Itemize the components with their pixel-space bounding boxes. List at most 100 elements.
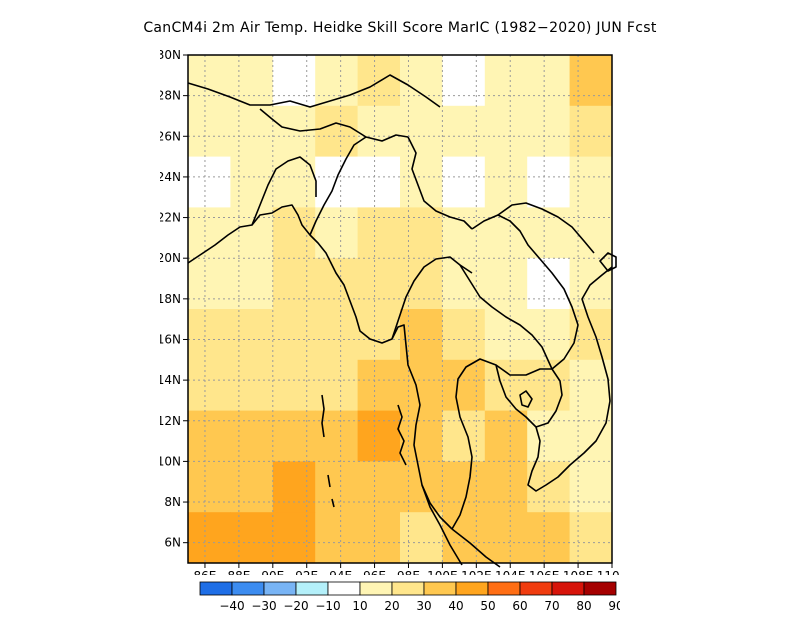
heatmap-cell [527,55,571,107]
coastline-gulf-of-thailand [451,266,613,530]
heatmap-cell [400,156,443,208]
heatmap-cell [527,258,571,310]
mergui-archipelago [397,404,407,466]
colorbar-label: 90 [608,599,620,613]
heatmap-cell [357,156,401,208]
heatmap-cell [315,512,359,564]
colorbar-swatch [455,581,489,596]
colorbar-label: −30 [251,599,276,613]
tonle-sap-lake [519,390,533,408]
border-india-myanmar [309,136,367,236]
border-himalaya [187,74,441,108]
coastline-myanmar [329,260,453,530]
lon-tick-label: 92E [295,569,318,575]
colorbar-label: 50 [480,599,495,613]
heatmap-cell [230,512,274,564]
heatmap-cell [188,258,231,310]
heatmap-cell [357,207,401,259]
heatmap-cell [357,410,401,462]
colorbar-label: −20 [283,599,308,613]
heatmap-cell [442,105,486,158]
heatmap-cell [400,461,443,513]
heatmap-cell [400,359,443,412]
heatmap-cell [569,461,613,513]
lat-tick-label: 22N [160,211,181,225]
heatmap-cell [272,461,316,513]
lat-tick-label: 16N [160,332,181,346]
heatmap-cell [442,258,486,310]
lon-tick-label: 86E [194,569,217,575]
border-bangladesh [251,156,317,226]
colorbar-swatch [519,581,553,596]
heatmap-cell [357,258,401,310]
heatmap-cell [527,359,571,412]
colorbar-label: −40 [219,599,244,613]
heatmap-cell [484,105,528,158]
colorbar-label: 30 [416,599,431,613]
heatmap-cell [315,105,359,158]
andaman-islands [321,394,325,438]
heatmap-cell [315,55,359,107]
heatmap-cell [484,258,528,310]
heatmap-cell [272,359,316,412]
heatmap-cell [400,410,443,462]
heatmap-cell [357,105,401,158]
heatmap-cell [527,105,571,158]
heatmap-cell [569,359,613,412]
heatmap-cell [442,410,486,462]
heatmap-cell [230,410,274,462]
heatmap-cell [400,258,443,310]
longitude-tick-labels: 86E 88E 90E 92E 94E 96E 98E 100E102E104E106E108… [194,563,620,575]
heatmap-cell [484,512,528,564]
colorbar-swatch [199,581,233,596]
lat-tick-label: 14N [160,373,181,387]
colorbar-swatch [391,581,425,596]
skill-score-map: 30N 28N 26N 24N 22N 20N 18N 16N 14N 12N 10N 8N 6N 86… [160,48,620,575]
lon-tick-label: 88E [227,569,250,575]
heatmap-cell [527,207,571,259]
border-myanmar-thailand [391,256,473,340]
colorbar-label: −10 [315,599,340,613]
colorbar-labels: −40 −30 −20 −10 10 20 30 40 50 60 70 80 90 [219,599,620,613]
heatmap-cell [188,105,231,158]
heatmap-cell [442,207,486,259]
border-myanmar-china [407,136,473,230]
colorbar-swatch [359,581,393,596]
border-vietnam-china [497,202,595,254]
coastline-peninsula [421,484,463,566]
colorbar-swatch [295,581,329,596]
heatmap-cell [569,55,613,107]
heatmap-cell [484,359,528,412]
heatmap-cells [188,55,613,564]
colorbar-label: 10 [352,599,367,613]
lon-tick-label: 100E [427,569,458,575]
heatmap-cell [230,258,274,310]
heatmap-cell [272,410,316,462]
heatmap-cell [484,410,528,462]
heatmap-cell [400,207,443,259]
colorbar-swatch [583,581,617,596]
heatmap-cell [569,410,613,462]
heatmap-cell [315,461,359,513]
heatmap-cell [527,410,571,462]
lon-tick-label: 108E [563,569,594,575]
colorbar-swatch [231,581,265,596]
heatmap-cell [272,309,316,361]
heatmap-cell [272,156,316,208]
heatmap-cell [569,207,613,259]
heatmap-cell [230,156,274,208]
heatmap-cell [569,156,613,208]
lat-tick-label: 6N [164,536,181,550]
heatmap-cell [230,207,274,259]
lat-tick-label: 8N [164,495,181,509]
colorbar-swatch [487,581,521,596]
coastlines [187,74,617,568]
heatmap-cell [188,207,231,259]
lat-tick-label: 28N [160,89,181,103]
heatmap-cell [272,55,316,107]
map-frame [187,54,613,564]
heatmap-cell [527,309,571,361]
heatmap-cell [442,359,486,412]
border-laos [471,214,579,370]
chart-title: CanCM4i 2m Air Temp. Heidke Skill Score … [143,20,657,36]
